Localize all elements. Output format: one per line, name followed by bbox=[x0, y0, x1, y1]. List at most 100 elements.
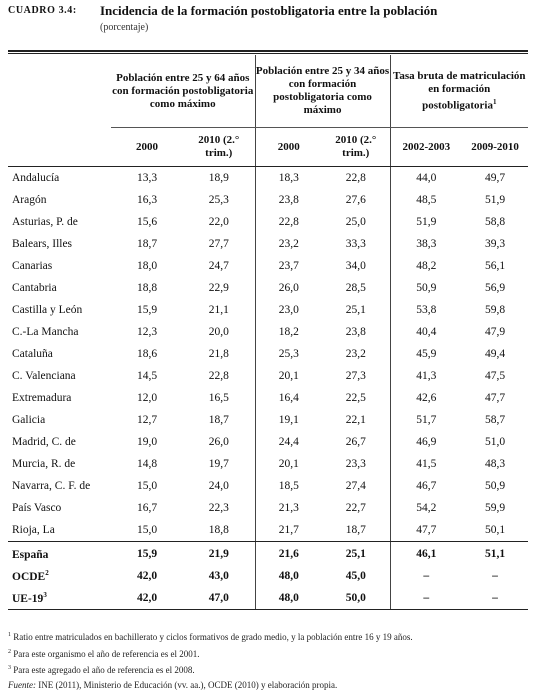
value-cell: 47,5 bbox=[484, 370, 506, 382]
table-row: Murcia, R. de 14,8 19,7 20,1 23,3 41,5 48,3 bbox=[8, 453, 528, 475]
value-cell: 26,7 bbox=[345, 436, 366, 448]
table-row: Canarias 18,0 24,7 23,7 34,0 48,2 56,1 bbox=[8, 255, 528, 277]
value-cell: 21,8 bbox=[208, 348, 229, 360]
table-label: CUADRO 3.4: bbox=[8, 5, 77, 16]
value-cell: 27,6 bbox=[345, 194, 366, 206]
value-cell: 25,1 bbox=[345, 304, 366, 316]
region-name: Extremadura bbox=[12, 392, 72, 404]
value-cell: 19,7 bbox=[208, 458, 229, 470]
value-cell: 22,3 bbox=[208, 502, 229, 514]
total-name: UE-193 bbox=[8, 587, 111, 610]
value-cell: 43,0 bbox=[208, 570, 229, 582]
year-header-row: 2000 2010 (2.° trim.) 2000 2010 (2.° tri… bbox=[8, 127, 529, 167]
table-subtitle: (porcentaje) bbox=[100, 22, 149, 33]
value-cell: 25,3 bbox=[208, 194, 229, 206]
value-cell: 22,8 bbox=[254, 211, 323, 233]
table-row: Asturias, P. de 15,6 22,0 22,8 25,0 51,9 58,8 bbox=[8, 211, 528, 233]
value-cell: 24,7 bbox=[208, 260, 229, 272]
region-name: C. Valenciana bbox=[12, 370, 76, 382]
region-name: País Vasco bbox=[12, 502, 62, 514]
value-cell: 18,8 bbox=[136, 282, 158, 294]
value-cell: 46,1 bbox=[389, 541, 463, 565]
value-cell: 50,9 bbox=[389, 277, 463, 299]
value-cell: 40,4 bbox=[389, 321, 463, 343]
value-cell: 18,9 bbox=[208, 172, 229, 184]
total-row: UE-193 42,0 47,0 48,0 50,0– – bbox=[8, 587, 529, 610]
table-title: Incidencia de la formación postobligator… bbox=[100, 3, 438, 18]
footnote: 3 Para este agregado el año de referenci… bbox=[8, 665, 195, 675]
region-name: Cantabria bbox=[12, 282, 57, 294]
value-cell: 48,2 bbox=[389, 255, 463, 277]
year-header: 2010 (2.° trim.) bbox=[183, 127, 256, 167]
value-cell: 44,0 bbox=[389, 166, 463, 189]
value-cell: 39,3 bbox=[484, 238, 506, 250]
region-name: Canarias bbox=[12, 260, 53, 272]
value-cell: 27,4 bbox=[345, 480, 366, 492]
value-cell: 23,2 bbox=[254, 233, 323, 255]
value-cell: 18,0 bbox=[136, 260, 158, 272]
group-header-matriculacion: Tasa bruta de matriculación en formación… bbox=[389, 55, 529, 128]
value-cell: 34,0 bbox=[345, 260, 366, 272]
value-cell: 47,0 bbox=[183, 587, 256, 610]
value-cell: – bbox=[389, 587, 463, 610]
value-cell: 20,1 bbox=[254, 365, 323, 387]
value-cell: 23,3 bbox=[345, 458, 366, 470]
value-cell: 24,0 bbox=[208, 480, 229, 492]
value-cell: 16,5 bbox=[208, 392, 229, 404]
value-cell: 18,3 bbox=[254, 166, 323, 189]
value-cell: 27,7 bbox=[208, 238, 229, 250]
value-cell: 13,3 bbox=[136, 172, 158, 184]
value-cell: 58,7 bbox=[484, 414, 506, 426]
value-cell: 19,0 bbox=[136, 436, 158, 448]
value-cell: 22,1 bbox=[345, 414, 366, 426]
value-cell: 25,0 bbox=[345, 216, 366, 228]
footnote: 2 Para este organismo el año de referenc… bbox=[8, 648, 200, 659]
value-cell: 22,0 bbox=[208, 216, 229, 228]
table-row: Castilla y León 15,9 21,1 23,0 25,1 53,8 59,8 bbox=[8, 299, 528, 321]
value-cell: 25,1 bbox=[345, 547, 366, 560]
value-cell: 58,8 bbox=[484, 216, 506, 228]
value-cell: 48,0 bbox=[254, 587, 323, 610]
footnotes: 1 Ratio entre matriculados en bachillera… bbox=[8, 628, 528, 692]
region-name: Galicia bbox=[12, 414, 46, 426]
corner-cell bbox=[8, 55, 111, 128]
region-name: Castilla y León bbox=[12, 304, 83, 316]
value-cell: 12,3 bbox=[136, 326, 158, 338]
value-cell: 18,2 bbox=[254, 321, 323, 343]
year-header: 2002-2003 bbox=[389, 127, 463, 167]
value-cell: 26,0 bbox=[254, 277, 323, 299]
value-cell: 56,1 bbox=[484, 260, 506, 272]
value-cell: 23,8 bbox=[254, 189, 323, 211]
value-cell: – bbox=[462, 587, 529, 610]
table-row: Galicia 12,7 18,7 19,1 22,1 51,7 58,7 bbox=[8, 409, 528, 431]
value-cell: 47,7 bbox=[389, 519, 463, 542]
value-cell: 27,3 bbox=[345, 370, 366, 382]
value-cell: 22,8 bbox=[345, 172, 366, 184]
value-cell: 25,3 bbox=[254, 343, 323, 365]
value-cell: 16,7 bbox=[136, 502, 158, 514]
value-cell: 22,5 bbox=[345, 392, 366, 404]
value-cell: 53,8 bbox=[389, 299, 463, 321]
table-row: Madrid, C. de 19,0 26,0 24,4 26,7 46,9 51,0 bbox=[8, 431, 528, 453]
value-cell: – bbox=[492, 570, 498, 582]
table-row: Balears, Illes 18,7 27,7 23,2 33,3 38,3 39,3 bbox=[8, 233, 528, 255]
value-cell: 22,7 bbox=[345, 502, 366, 514]
value-cell: 47,9 bbox=[484, 326, 506, 338]
year-header: 2000 bbox=[111, 127, 183, 167]
value-cell: 15,9 bbox=[136, 304, 158, 316]
value-cell: 51,9 bbox=[389, 211, 463, 233]
value-cell: 15,0 bbox=[136, 480, 158, 492]
value-cell: 51,0 bbox=[484, 436, 506, 448]
value-cell: 51,1 bbox=[484, 547, 506, 560]
value-cell: 15,6 bbox=[136, 216, 158, 228]
value-cell: 49,4 bbox=[484, 348, 506, 360]
value-cell: 56,9 bbox=[484, 282, 506, 294]
value-cell: 42,0 bbox=[136, 570, 158, 582]
value-cell: 38,3 bbox=[389, 233, 463, 255]
table-row: Andalucía 13,3 18,9 18,3 22,8 44,0 49,7 bbox=[8, 166, 528, 189]
value-cell: 21,7 bbox=[254, 519, 323, 542]
value-cell: 14,5 bbox=[136, 370, 158, 382]
value-cell: 22,8 bbox=[208, 370, 229, 382]
value-cell: 18,8 bbox=[183, 519, 256, 542]
value-cell: 59,8 bbox=[484, 304, 506, 316]
